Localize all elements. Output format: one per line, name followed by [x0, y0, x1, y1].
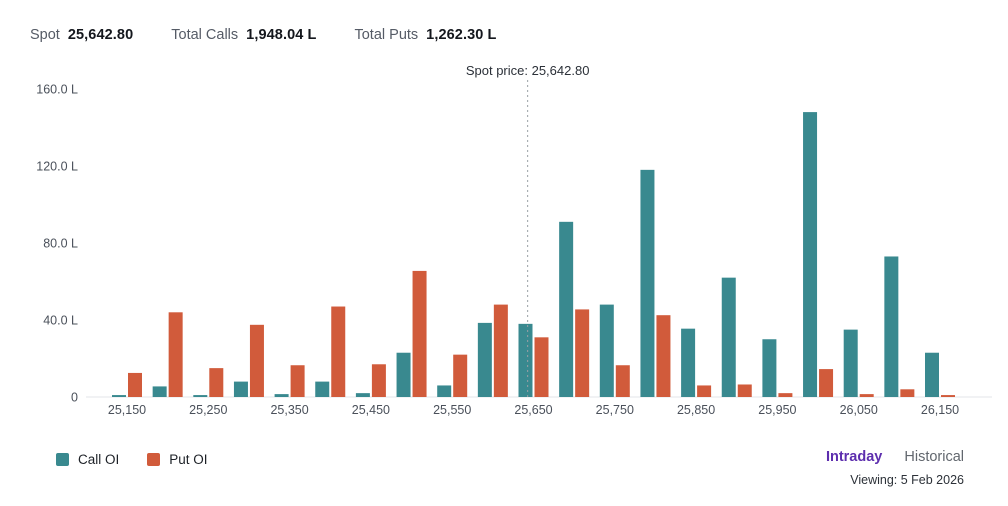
summary-header: Spot 25,642.80 Total Calls 1,948.04 L To…: [30, 27, 534, 43]
x-axis-tick-label: 25,850: [677, 403, 715, 417]
put-oi-bar[interactable]: [575, 309, 590, 397]
call-oi-bar[interactable]: [803, 112, 818, 397]
y-axis-tick-label: 80.0 L: [43, 237, 78, 251]
put-oi-bar[interactable]: [371, 364, 386, 397]
legend-item-call-oi[interactable]: Call OI: [56, 452, 119, 467]
call-oi-bar[interactable]: [477, 322, 492, 397]
put-oi-legend-label: Put OI: [169, 452, 208, 467]
call-oi-bar[interactable]: [315, 381, 330, 397]
put-oi-bar[interactable]: [493, 304, 508, 397]
total-calls-label: Total Calls: [171, 27, 239, 43]
tab-historical[interactable]: Historical: [904, 449, 964, 465]
call-oi-bar[interactable]: [762, 339, 777, 397]
call-oi-bar[interactable]: [721, 277, 736, 397]
call-oi-swatch: [56, 453, 69, 466]
view-controls: Intraday Historical Viewing: 5 Feb 2026: [826, 449, 964, 487]
put-oi-bar[interactable]: [819, 369, 834, 397]
x-axis-tick-label: 25,550: [433, 403, 471, 417]
y-axis-tick-label: 120.0 L: [36, 160, 78, 174]
call-oi-bar[interactable]: [925, 352, 939, 397]
open-interest-chart: 0 40.0 L 80.0 L 120.0 L 160.0 L 25,150 25,250 2…: [36, 63, 992, 417]
x-axis-tick-label: 25,750: [596, 403, 634, 417]
put-oi-bar[interactable]: [778, 393, 793, 397]
put-oi-bar[interactable]: [412, 270, 427, 397]
call-oi-bar[interactable]: [396, 352, 411, 397]
total-puts-value: 1,262.30 L: [426, 27, 497, 43]
y-axis-tick-label: 40.0 L: [43, 314, 78, 328]
call-oi-bar[interactable]: [681, 328, 696, 397]
legend: Call OI Put OI: [56, 452, 208, 467]
y-axis-tick-label: 160.0 L: [36, 83, 78, 97]
put-oi-bar[interactable]: [859, 394, 874, 397]
total-puts-label: Total Puts: [354, 27, 419, 43]
put-oi-bar[interactable]: [209, 368, 224, 397]
put-oi-bar[interactable]: [128, 372, 142, 397]
spot-value: 25,642.80: [67, 27, 134, 43]
total-calls-value: 1,948.04 L: [246, 27, 317, 43]
call-oi-bar[interactable]: [640, 169, 655, 397]
put-oi-bar[interactable]: [697, 385, 712, 397]
call-oi-legend-label: Call OI: [78, 452, 120, 467]
call-oi-bar[interactable]: [152, 386, 167, 397]
put-oi-bar[interactable]: [656, 315, 671, 397]
call-oi-bar[interactable]: [233, 381, 248, 397]
put-oi-bar[interactable]: [615, 365, 630, 397]
put-oi-bar[interactable]: [941, 395, 955, 397]
x-axis-tick-label: 26,050: [840, 403, 878, 417]
call-oi-bar[interactable]: [112, 395, 126, 397]
put-oi-bar[interactable]: [900, 389, 915, 397]
x-axis-tick-label: 25,950: [758, 403, 796, 417]
call-oi-bar[interactable]: [274, 394, 289, 397]
y-axis-tick-label: 0: [71, 391, 78, 405]
spot-label: Spot: [30, 27, 60, 43]
x-axis-tick-label: 25,650: [514, 403, 552, 417]
put-oi-bar[interactable]: [331, 306, 346, 397]
put-oi-bar[interactable]: [737, 384, 752, 397]
put-oi-bar[interactable]: [290, 365, 305, 397]
view-mode-toggle: Intraday Historical: [826, 449, 964, 465]
spot-price-label: Spot price: 25,642.80: [466, 63, 590, 78]
put-oi-swatch: [147, 453, 161, 466]
call-oi-bar[interactable]: [193, 395, 208, 397]
call-oi-bar[interactable]: [437, 385, 452, 397]
x-axis-tick-label: 25,150: [108, 403, 146, 417]
call-oi-bar[interactable]: [355, 393, 370, 397]
put-oi-bar[interactable]: [168, 312, 183, 397]
x-axis-tick-label: 25,250: [189, 403, 227, 417]
tab-intraday[interactable]: Intraday: [825, 449, 883, 465]
x-axis-tick-label: 26,150: [921, 403, 959, 417]
x-axis-tick-label: 25,450: [352, 403, 390, 417]
put-oi-bar[interactable]: [534, 337, 549, 397]
call-oi-bar[interactable]: [559, 221, 574, 397]
call-oi-bar[interactable]: [884, 256, 899, 397]
put-oi-bar[interactable]: [249, 324, 264, 397]
legend-item-put-oi[interactable]: Put OI: [147, 452, 208, 467]
x-axis-tick-label: 25,350: [270, 403, 308, 417]
call-oi-bar[interactable]: [843, 329, 858, 397]
call-oi-bar[interactable]: [518, 323, 533, 397]
viewing-date: Viewing: 5 Feb 2026: [850, 473, 964, 487]
put-oi-bar[interactable]: [453, 354, 468, 397]
call-oi-bar[interactable]: [599, 304, 614, 397]
